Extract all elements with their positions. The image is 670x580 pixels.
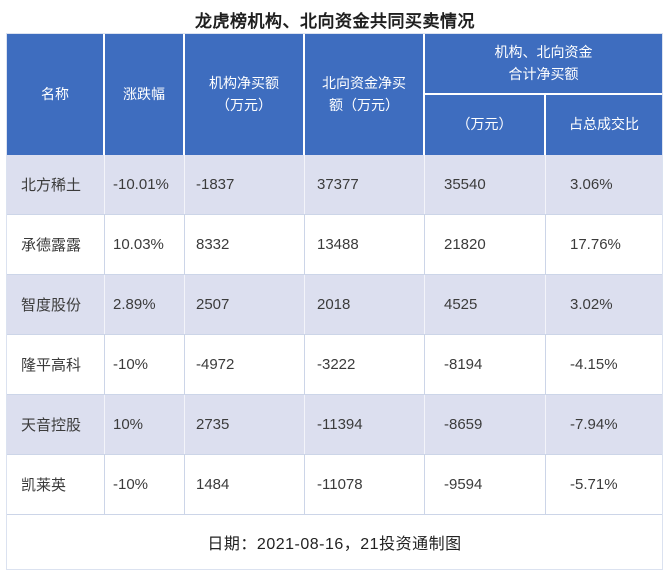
turnover-ratio-cell: 17.76% [570, 236, 621, 253]
header-name: 名称 [7, 34, 105, 155]
data-table: 名称 涨跌幅 机构净买额 （万元） 北向资金净买 额（万元） 机构、北向资金 合… [6, 33, 663, 570]
inst-net-cell: 2507 [185, 275, 305, 334]
change-cell: 10% [105, 395, 185, 454]
inst-net-cell: -1837 [185, 155, 305, 214]
total-net-cell: 35540 [425, 155, 546, 214]
north-net-cell: 37377 [305, 155, 425, 214]
header-inst-net: 机构净买额 （万元） [185, 34, 305, 155]
total-net-cell: -8659 [425, 395, 546, 454]
north-net-cell: -3222 [305, 335, 425, 394]
total-net-cell: -9594 [425, 455, 546, 514]
inst-net-cell: 2735 [185, 395, 305, 454]
change-cell: -10% [105, 335, 185, 394]
header-group-wrap: 机构、北向资金 合计净买额 （万元） 占总成交比 [425, 34, 662, 155]
total-net-cell: 21820 [425, 215, 546, 274]
page-title: 龙虎榜机构、北向资金共同买卖情况 [195, 12, 475, 31]
table-row: 天音控股 10% 2735 -11394 -8659 -7.94% [7, 395, 662, 455]
table-row: 凯莱英 -10% 1484 -11078 -9594 -5.71% [7, 455, 662, 515]
stock-name-cell: 承德露露 [7, 215, 105, 274]
header-change: 涨跌幅 [105, 34, 185, 155]
table-row: 承德露露 10.03% 8332 13488 21820 17.76% [7, 215, 662, 275]
turnover-ratio-cell: -4.15% [570, 356, 618, 373]
stock-name-cell: 天音控股 [7, 395, 105, 454]
change-cell: 2.89% [105, 275, 185, 334]
stock-name-cell: 凯莱英 [7, 455, 105, 514]
header-sub-row: （万元） 占总成交比 [425, 95, 662, 155]
table-footer-note: 日期：2021-08-16，21投资通制图 [7, 515, 662, 569]
turnover-ratio-cell: -5.71% [570, 476, 618, 493]
north-net-cell: -11078 [305, 455, 425, 514]
header-sub-amount: （万元） [425, 95, 546, 155]
header-group-total: 机构、北向资金 合计净买额 [425, 34, 662, 95]
table-row: 隆平高科 -10% -4972 -3222 -8194 -4.15% [7, 335, 662, 395]
turnover-ratio-cell: 3.02% [570, 296, 613, 313]
north-net-cell: 13488 [305, 215, 425, 274]
total-net-cell: -8194 [425, 335, 546, 394]
table-row: 智度股份 2.89% 2507 2018 4525 3.02% [7, 275, 662, 335]
change-cell: -10.01% [105, 155, 185, 214]
inst-net-cell: 8332 [185, 215, 305, 274]
north-net-cell: -11394 [305, 395, 425, 454]
turnover-ratio-cell: 3.06% [570, 176, 613, 193]
header-north-net: 北向资金净买 额（万元） [305, 34, 425, 155]
table-header: 名称 涨跌幅 机构净买额 （万元） 北向资金净买 额（万元） 机构、北向资金 合… [7, 34, 662, 155]
north-net-cell: 2018 [305, 275, 425, 334]
stock-name-cell: 智度股份 [7, 275, 105, 334]
total-net-cell: 4525 [425, 275, 546, 334]
stock-name-cell: 隆平高科 [7, 335, 105, 394]
header-sub-ratio: 占总成交比 [569, 116, 639, 133]
inst-net-cell: 1484 [185, 455, 305, 514]
change-cell: 10.03% [105, 215, 185, 274]
turnover-ratio-cell: -7.94% [570, 416, 618, 433]
inst-net-cell: -4972 [185, 335, 305, 394]
stock-name-cell: 北方稀土 [7, 155, 105, 214]
table-row: 北方稀土 -10.01% -1837 37377 35540 3.06% [7, 155, 662, 215]
change-cell: -10% [105, 455, 185, 514]
